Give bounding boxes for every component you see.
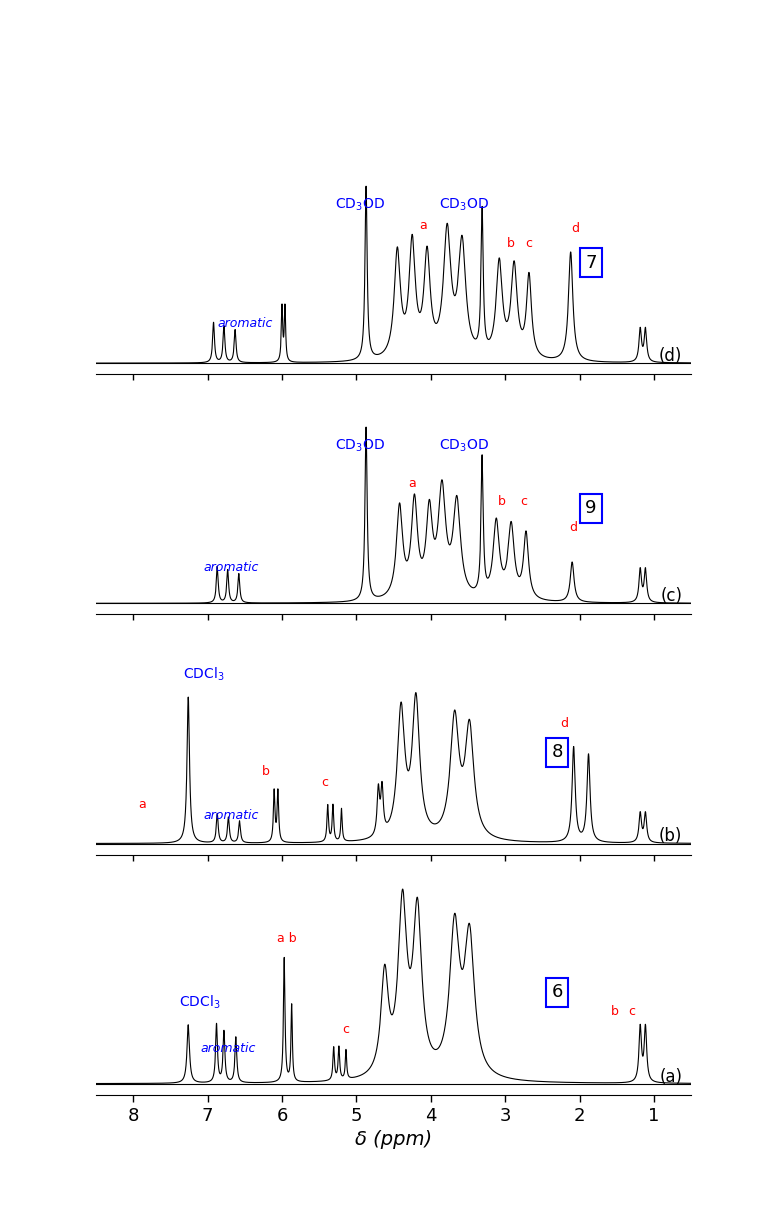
Text: b: b: [507, 237, 515, 250]
Text: aromatic: aromatic: [204, 808, 259, 822]
Text: c: c: [520, 496, 528, 508]
Text: b: b: [262, 765, 270, 777]
Text: (c): (c): [660, 587, 682, 605]
Text: c: c: [343, 1023, 349, 1036]
Text: a: a: [409, 477, 416, 490]
Text: 7: 7: [585, 253, 597, 272]
Text: 9: 9: [585, 499, 597, 518]
Text: CD$_3$OD: CD$_3$OD: [335, 437, 385, 454]
Text: a: a: [419, 219, 427, 231]
Text: aromatic: aromatic: [217, 317, 273, 331]
Text: a: a: [138, 798, 146, 811]
Text: (b): (b): [659, 828, 682, 845]
Text: b: b: [611, 1005, 619, 1018]
Text: aromatic: aromatic: [204, 561, 259, 574]
Text: CDCl$_3$: CDCl$_3$: [180, 994, 221, 1011]
X-axis label: δ (ppm): δ (ppm): [355, 1130, 432, 1149]
Text: (d): (d): [659, 347, 682, 365]
Text: c: c: [525, 237, 532, 250]
Text: aromatic: aromatic: [200, 1042, 256, 1054]
Text: c: c: [322, 776, 329, 788]
Text: 8: 8: [551, 743, 563, 761]
Text: (a): (a): [659, 1068, 682, 1086]
Text: a b: a b: [277, 932, 297, 945]
Text: d: d: [561, 717, 569, 731]
Text: c: c: [628, 1005, 635, 1018]
Text: CD$_3$OD: CD$_3$OD: [335, 197, 385, 213]
Text: d: d: [571, 223, 579, 235]
Text: CD$_3$OD: CD$_3$OD: [439, 437, 489, 454]
Text: b: b: [498, 496, 506, 508]
Text: CD$_3$OD: CD$_3$OD: [439, 197, 489, 213]
Text: CDCl$_3$: CDCl$_3$: [183, 665, 224, 683]
Text: 6: 6: [551, 983, 563, 1001]
Text: d: d: [570, 522, 578, 534]
